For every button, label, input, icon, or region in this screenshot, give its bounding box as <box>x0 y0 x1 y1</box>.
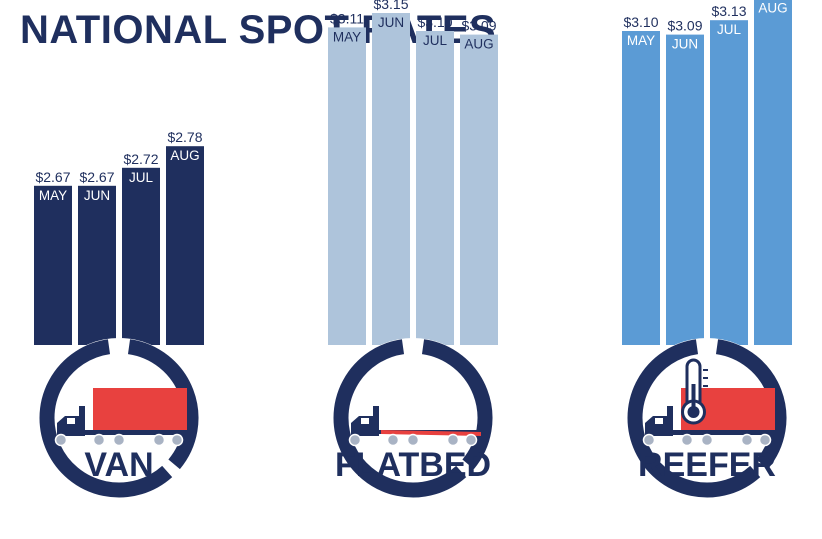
thermometer-fill <box>687 406 700 418</box>
value-label: $3.15 <box>373 0 408 12</box>
category-label: AUG <box>758 1 787 16</box>
value-label: $3.10 <box>417 14 452 30</box>
value-label: $3.09 <box>667 18 702 34</box>
category-label: MAY <box>627 33 655 48</box>
wheel <box>446 433 460 447</box>
category-label: AUG <box>170 148 199 163</box>
chart-group-van: $2.67 MAY $2.67 JUN $2.72 JUL $2.78 AUG VAN <box>34 129 204 498</box>
value-label: $3.11 <box>330 10 364 26</box>
bar-may <box>34 185 72 345</box>
bar-jun <box>666 34 704 345</box>
category-label: AUG <box>464 37 493 52</box>
wheel <box>758 433 772 447</box>
cab-window <box>67 418 75 424</box>
category-label: MAY <box>333 29 361 44</box>
reefer-truck-thermometer-icon <box>642 358 777 447</box>
bar-jun <box>78 185 116 345</box>
bar-jul <box>416 31 454 345</box>
group-name: VAN <box>84 446 153 484</box>
wheel <box>406 433 420 447</box>
wheel <box>54 433 68 447</box>
value-label: $3.09 <box>461 18 496 34</box>
wheel <box>680 433 694 447</box>
value-label: $2.67 <box>79 169 114 185</box>
category-label: JUL <box>717 22 741 37</box>
wheel <box>386 433 400 447</box>
category-label: JUN <box>672 37 698 52</box>
group-name: REEFER <box>638 446 776 484</box>
bar-may <box>622 31 660 345</box>
wheel <box>642 433 656 447</box>
bar-may <box>328 27 366 346</box>
wheel <box>348 433 362 447</box>
category-label: JUN <box>378 15 404 30</box>
ring-segment <box>333 339 467 498</box>
bar-aug <box>166 146 204 345</box>
wheel <box>152 433 166 447</box>
flatbed-deck <box>381 430 481 436</box>
wheel <box>112 433 126 447</box>
category-label: JUN <box>84 188 110 203</box>
category-label: JUL <box>423 33 447 48</box>
wheel <box>170 433 184 447</box>
wheel <box>700 433 714 447</box>
bar-jul <box>122 167 160 345</box>
flatbed-truck-icon <box>348 406 483 447</box>
value-label: $2.67 <box>35 169 70 185</box>
wheel <box>92 433 106 447</box>
cab-window <box>361 418 369 424</box>
wheel <box>464 433 478 447</box>
chassis <box>671 430 777 435</box>
cab-window <box>655 418 663 424</box>
value-label: $3.13 <box>711 3 746 19</box>
ring-segment <box>421 339 493 470</box>
bar-aug <box>460 34 498 345</box>
bar-jul <box>710 20 748 345</box>
group-name: FLATBED <box>335 446 491 484</box>
value-label: $2.72 <box>123 151 158 167</box>
wheel <box>740 433 754 447</box>
van-trailer <box>93 388 187 430</box>
badge-disc <box>333 338 493 498</box>
dry-van-truck-icon <box>54 388 189 447</box>
value-label: $3.10 <box>623 14 658 30</box>
bar-jun <box>372 13 410 345</box>
ring-segment <box>627 339 761 498</box>
chassis <box>83 430 189 435</box>
category-label: JUL <box>129 170 153 185</box>
ring-segment <box>39 339 173 498</box>
value-label: $2.78 <box>167 129 202 145</box>
chart-group-flatbed: $3.11 MAY $3.15 JUN $3.10 JUL $3.09 AUG FLATBED <box>328 0 498 498</box>
bar-aug <box>754 0 792 345</box>
category-label: MAY <box>39 188 67 203</box>
thermometer-column <box>691 384 696 410</box>
